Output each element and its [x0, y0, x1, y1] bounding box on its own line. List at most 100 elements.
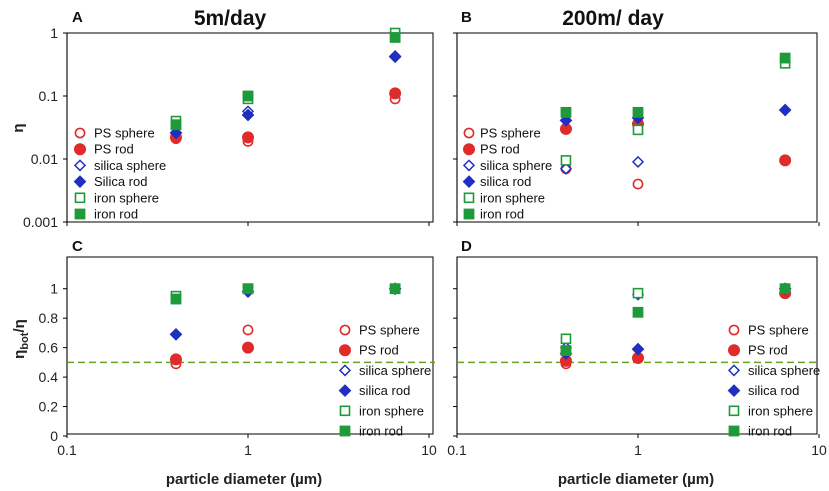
legend-label: iron sphere — [748, 403, 813, 418]
data-point — [779, 154, 792, 167]
legend-marker — [339, 405, 351, 417]
legend-label: silica sphere — [359, 363, 431, 378]
legend-label: silica rod — [359, 383, 410, 398]
legend-marker — [338, 384, 352, 397]
data-points — [559, 52, 792, 190]
data-point — [241, 108, 255, 122]
data-point — [242, 90, 254, 102]
legend-marker — [462, 175, 476, 188]
data-point — [631, 342, 645, 356]
legend-marker — [728, 425, 740, 437]
legend-marker — [463, 208, 475, 220]
legend-label: silica sphere — [748, 363, 820, 378]
y-tick-label: 1 — [50, 281, 58, 297]
data-point — [169, 353, 182, 366]
panel-letter: C — [72, 238, 83, 255]
legend-label: Silica rod — [94, 174, 147, 189]
panel-c: 0 0.2 0.4 0.6 0.8 1 0.1 1 10 C PS sphere PS rod sili… — [39, 238, 437, 458]
legend-marker — [728, 405, 740, 417]
legend-label: iron rod — [359, 424, 403, 439]
x-tick-label: 10 — [421, 442, 437, 458]
data-point — [242, 283, 254, 295]
legend-label: silica rod — [748, 383, 799, 398]
legend-marker — [74, 208, 86, 220]
y-tick-label: 0.1 — [39, 88, 59, 104]
x-axis-title-right: particle diameter (µm) — [558, 471, 714, 488]
y-tick-label: 0.6 — [39, 340, 59, 356]
data-point — [632, 124, 644, 136]
legend-marker — [74, 192, 86, 204]
data-point — [560, 106, 572, 118]
legend-marker — [463, 192, 475, 204]
y-tick-label: 0.8 — [39, 310, 59, 326]
x-tick-label: 10 — [811, 442, 827, 458]
legend-label: iron sphere — [480, 190, 545, 205]
legend-marker — [462, 143, 475, 156]
legend-marker — [74, 127, 86, 139]
data-point — [241, 341, 254, 354]
legend-label: iron sphere — [359, 403, 424, 418]
legend-label: iron rod — [480, 207, 524, 222]
y-tick-label: 0.001 — [23, 214, 58, 230]
legend-marker — [728, 324, 740, 336]
x-tick-label: 1 — [244, 442, 252, 458]
legend-label: PS sphere — [359, 323, 420, 338]
panel-title: 200m/ day — [562, 7, 664, 30]
data-point — [388, 50, 402, 64]
x-tick-label: 0.1 — [57, 442, 77, 458]
legend-marker — [462, 159, 476, 172]
y-tick-label: 0.01 — [31, 151, 58, 167]
legend-label: PS sphere — [94, 126, 155, 141]
data-points — [169, 282, 402, 370]
y-tick-label: 0.2 — [39, 399, 59, 415]
data-point — [632, 306, 644, 318]
legend-label: iron rod — [94, 207, 138, 222]
legend-label: PS rod — [748, 343, 788, 358]
data-point — [241, 131, 254, 144]
legend-marker — [728, 344, 741, 357]
panel-title: 5m/day — [194, 7, 267, 30]
y-tick-label: 1 — [50, 25, 58, 41]
data-point — [242, 324, 254, 336]
legend-marker — [73, 175, 87, 188]
panel-letter: D — [461, 238, 472, 255]
legend-marker — [338, 364, 352, 377]
legend-label: PS rod — [94, 142, 134, 157]
x-tick-label: 1 — [634, 442, 642, 458]
legend-marker — [727, 384, 741, 397]
legend-marker — [339, 425, 351, 437]
legend-marker — [339, 324, 351, 336]
legend-marker — [338, 344, 351, 357]
legend-label: silica rod — [480, 174, 531, 189]
panel-letter: A — [72, 9, 83, 26]
data-point — [559, 162, 573, 175]
legend-marker — [727, 364, 741, 377]
data-point — [778, 103, 792, 117]
data-point — [632, 178, 644, 190]
data-points — [169, 27, 402, 147]
data-points — [559, 282, 792, 370]
x-axis-title-left: particle diameter (µm) — [166, 471, 322, 488]
panel-letter: B — [461, 9, 472, 26]
data-point — [560, 345, 572, 356]
data-point — [170, 293, 182, 305]
data-point — [389, 87, 402, 100]
legend-marker — [74, 143, 87, 156]
y-tick-label: 0.4 — [39, 369, 59, 385]
legend-label: PS rod — [480, 142, 520, 157]
legend-label: iron sphere — [94, 190, 159, 205]
panel-d: 0.1 1 10 D PS sphere PS rod silica sphere silic… — [447, 238, 827, 458]
data-point — [169, 126, 183, 140]
legend-marker — [463, 127, 475, 139]
data-point — [560, 155, 572, 166]
y-tick-label: 0 — [50, 428, 58, 444]
legend-label: silica sphere — [480, 158, 552, 173]
x-tick-label: 0.1 — [447, 442, 467, 458]
data-point — [560, 333, 572, 345]
legend-label: PS rod — [359, 343, 399, 358]
